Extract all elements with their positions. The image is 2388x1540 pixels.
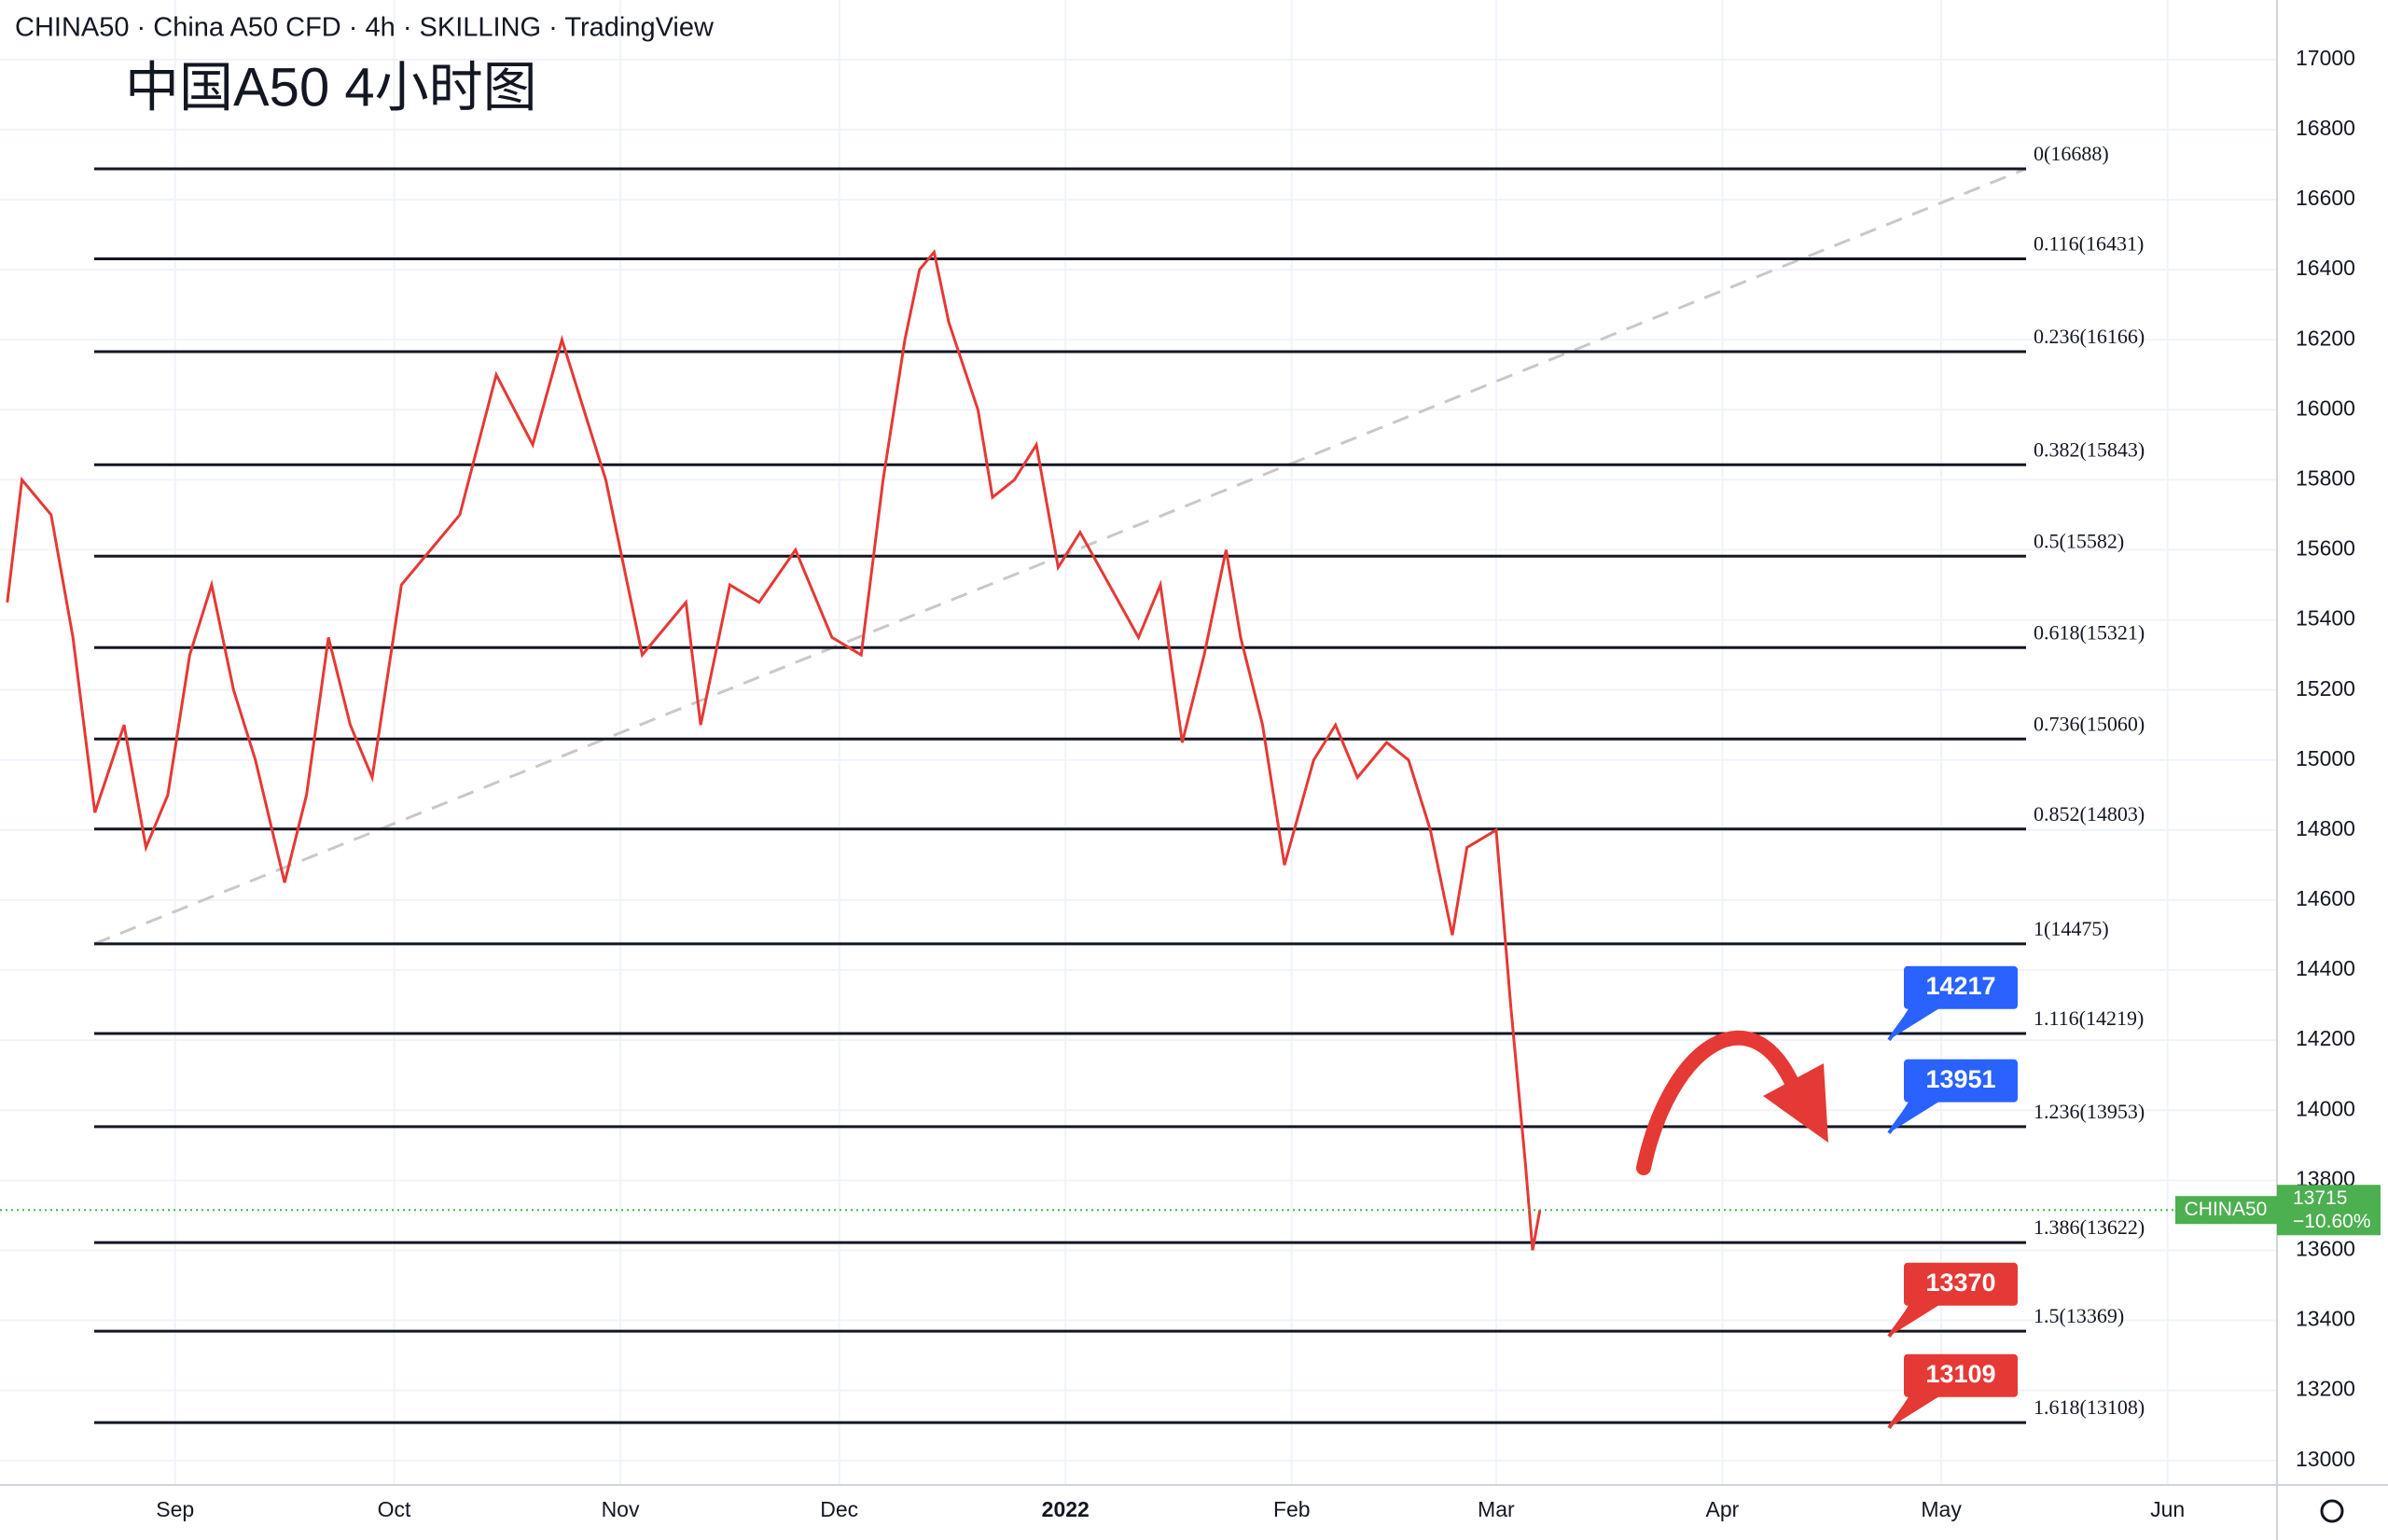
y-tick-label: 15000: [2296, 746, 2355, 770]
x-tick-label: May: [1921, 1497, 1962, 1521]
y-tick-label: 15600: [2296, 536, 2355, 561]
fib-label: 0.5(15582): [2034, 529, 2124, 552]
target-label: 14217: [1925, 972, 1995, 1000]
price-line: [6, 248, 1542, 1251]
y-tick-label: 14000: [2296, 1096, 2355, 1120]
chart-title: 中国A50 4小时图: [125, 57, 537, 118]
target-label: 13109: [1925, 1360, 1995, 1388]
y-tick-label: 13400: [2296, 1307, 2355, 1331]
header: CHINA50 · China A50 CFD · 4h · SKILLING …: [15, 13, 715, 43]
arrow-curve: [1636, 1030, 1803, 1175]
x-tick-label: 2022: [1042, 1497, 1090, 1521]
target-pointer-tip: [1889, 1006, 1941, 1040]
settings-icon[interactable]: [2320, 1499, 2344, 1523]
fib-label: 1.5(13369): [2034, 1304, 2124, 1327]
y-tick-label: 17000: [2296, 46, 2355, 70]
target-box: [1904, 965, 2018, 1009]
x-tick-label: Apr: [1705, 1497, 1739, 1521]
target-box: [1904, 1262, 2018, 1306]
target-label: 13951: [1925, 1065, 1995, 1093]
gear[interactable]: [2320, 1499, 2344, 1523]
fib-label: 1.618(13108): [2034, 1395, 2145, 1419]
last-price-name: CHINA50: [2185, 1199, 2268, 1220]
grid: [0, 0, 2277, 1485]
x-tick-label: Nov: [602, 1497, 640, 1521]
target-box: [1904, 1353, 2018, 1397]
fib-label: 1.236(13953): [2034, 1100, 2145, 1123]
x-tick-label: Feb: [1273, 1497, 1311, 1521]
y-tick-label: 16000: [2296, 395, 2355, 420]
target-pointer-tip: [1889, 1100, 1941, 1133]
y-tick-label: 13000: [2296, 1447, 2355, 1471]
fib-label: 1.116(14219): [2034, 1006, 2144, 1030]
fib-label: 0.236(16166): [2034, 325, 2145, 348]
y-tick-label: 16600: [2296, 186, 2355, 210]
last-price-value: 13715: [2293, 1187, 2347, 1209]
target-box: [1904, 1059, 2018, 1103]
x-tick-label: Sep: [156, 1497, 194, 1521]
y-tick-label: 14200: [2296, 1026, 2355, 1050]
y-tick-label: 16400: [2296, 256, 2355, 280]
fib-label: 0(16688): [2034, 142, 2109, 165]
y-tick-label: 13200: [2296, 1377, 2355, 1401]
arrow-head: [1763, 1063, 1828, 1143]
fib-label: 0.852(14803): [2034, 802, 2145, 825]
x-tick-label: Oct: [378, 1497, 411, 1521]
last-price-change: −10.60%: [2293, 1211, 2371, 1232]
y-tick-label: 15200: [2296, 676, 2355, 701]
y-tick-label: 15400: [2296, 606, 2355, 631]
fib-label: 0.736(15060): [2034, 712, 2145, 735]
y-tick-label: 14800: [2296, 816, 2355, 840]
arrow: [1636, 1030, 1828, 1175]
y-tick-label: 13600: [2296, 1237, 2355, 1261]
fib-label: 0.618(15321): [2034, 620, 2145, 644]
fib-label: 1(14475): [2034, 917, 2109, 940]
target-label: 13370: [1925, 1269, 1995, 1297]
last-price-box: [2277, 1185, 2381, 1236]
fib-label: 0.382(15843): [2034, 437, 2145, 461]
x-tick-label: Mar: [1478, 1497, 1515, 1521]
plot: 0(16688) 0.116(16431) 0.236(16166) 0.382(15…: [6, 142, 2145, 1424]
y-tick-label: 14600: [2296, 886, 2355, 910]
y-tick-label: 16800: [2296, 116, 2355, 140]
y-tick-label: 14400: [2296, 956, 2355, 980]
target-pointer-tip: [1889, 1303, 1941, 1337]
last-price-tag: [2175, 1196, 2277, 1225]
y-tick-label: 16200: [2296, 326, 2355, 350]
x-tick-label: Dec: [820, 1497, 858, 1521]
y-tick-label: 15800: [2296, 465, 2355, 490]
fib-label: 1.386(13622): [2034, 1215, 2145, 1239]
x-tick-label: Jun: [2150, 1497, 2185, 1521]
fib-label: 0.116(16431): [2034, 232, 2144, 256]
target-pointer-tip: [1889, 1394, 1941, 1428]
